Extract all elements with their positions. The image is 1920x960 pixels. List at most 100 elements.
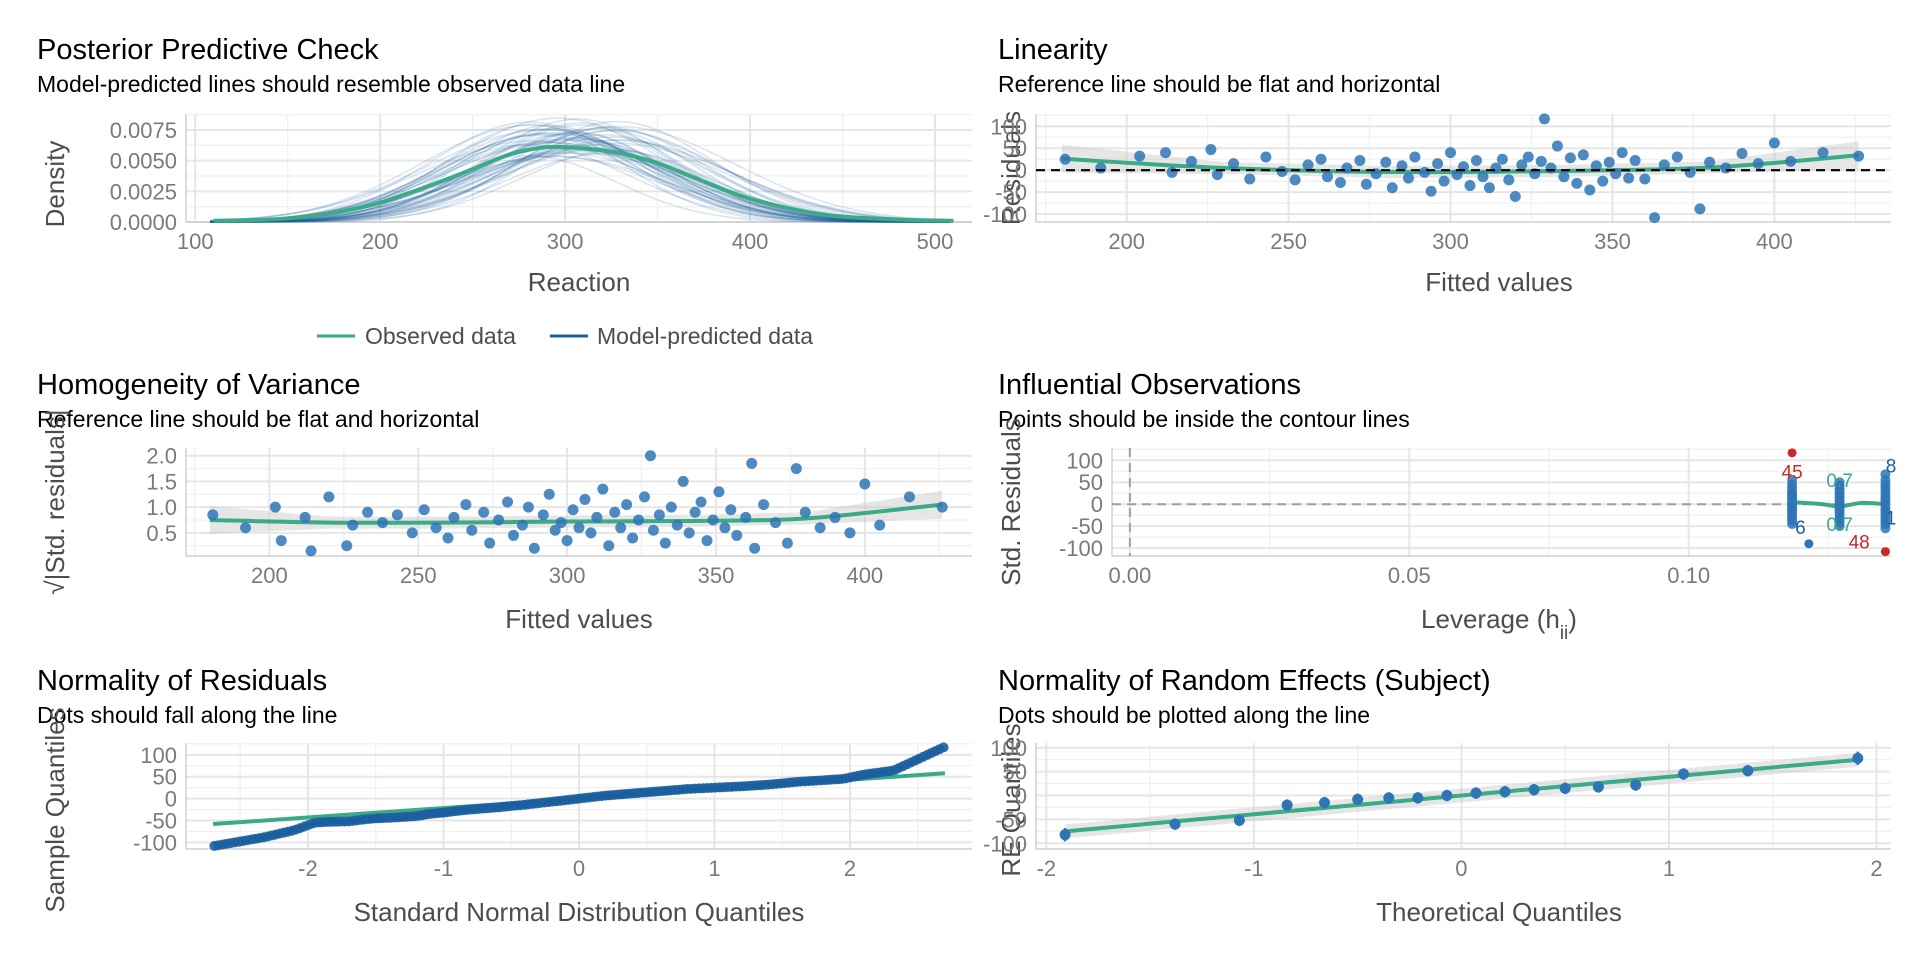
homogeneity-point xyxy=(508,529,519,541)
ppc-model-predicted-line xyxy=(210,132,950,223)
linearity-point xyxy=(1315,153,1327,165)
influential-point xyxy=(1880,469,1891,480)
ppc-model-predicted-line xyxy=(210,128,950,223)
influential-point xyxy=(1787,475,1798,486)
qq-random-effects-point xyxy=(1169,818,1181,830)
homogeneity-point xyxy=(615,522,627,534)
ppc-x-tick-label: 200 xyxy=(362,229,399,254)
influential-point-label: 48 xyxy=(1849,533,1870,554)
linearity-point xyxy=(1205,144,1217,156)
linearity-point xyxy=(1817,147,1829,159)
homogeneity-point xyxy=(597,483,609,495)
homogeneity-point xyxy=(829,511,841,523)
qq-residuals-x-axis-label: Standard Normal Distribution Quantiles xyxy=(354,897,805,927)
homogeneity-point xyxy=(460,499,472,511)
influential-x-tick-label: 0.10 xyxy=(1667,563,1710,588)
linearity-y-tick-label: -100 xyxy=(983,202,1027,227)
linearity-subtitle: Reference line should be flat and horizo… xyxy=(998,71,1440,97)
homogeneity-point xyxy=(633,514,645,526)
linearity-point xyxy=(1584,184,1596,196)
homogeneity-point xyxy=(418,504,430,516)
homogeneity-point xyxy=(647,524,659,536)
linearity-title: Linearity xyxy=(998,34,1108,66)
homogeneity-point xyxy=(814,522,826,534)
linearity-point xyxy=(1522,151,1534,163)
influential-title: Influential Observations xyxy=(998,369,1301,401)
influential-point-label: 6 xyxy=(1795,518,1806,539)
ppc-model-predicted-line xyxy=(210,151,950,223)
influential-subtitle: Points should be inside the contour line… xyxy=(998,406,1410,432)
homogeneity-point xyxy=(493,514,505,526)
influential-x-axis-label: Leverage (hii) xyxy=(1421,604,1577,644)
homogeneity-point xyxy=(695,496,707,508)
qq-random-effects-point xyxy=(1742,765,1754,777)
homogeneity-point xyxy=(639,491,650,503)
qq_residuals-x-tick-label: 0 xyxy=(573,856,585,881)
influential-x-tick-label: 0.05 xyxy=(1388,563,1431,588)
homogeneity-point xyxy=(689,506,701,518)
qq-random-effects-point xyxy=(1412,792,1424,804)
ppc-model-draws xyxy=(210,117,950,223)
linearity-point xyxy=(1694,203,1706,215)
ppc-model-predicted-line xyxy=(210,124,950,223)
leverage-label-close: ) xyxy=(1568,604,1577,634)
linearity-point xyxy=(1464,180,1476,192)
homogeneity-point xyxy=(644,450,656,462)
ppc-model-predicted-line xyxy=(210,121,950,223)
ppc-plot-area: 100 200 300 400 500 0.0000 0.0025 0.0050 0.0075 xyxy=(110,113,972,254)
influential-point-label: 0.7 xyxy=(1826,471,1852,492)
linearity-point xyxy=(1671,151,1683,163)
qq-random-effects-point xyxy=(1233,814,1245,826)
linearity-y-tick-label: 100 xyxy=(990,114,1027,139)
influential-y-tick-label: -100 xyxy=(1059,536,1103,561)
qq-random-effects-point xyxy=(1441,790,1453,802)
qq_random_effects-x-tick-label: -1 xyxy=(1244,856,1264,881)
homogeneity-plot-area: 200 250 300 350 400 0.51.01.52.0 xyxy=(146,444,972,588)
homogeneity-point xyxy=(731,529,743,541)
homogeneity-point xyxy=(543,488,555,500)
qq_residuals-y-tick-label: 50 xyxy=(153,765,177,790)
qq-random-effects-title: Normality of Random Effects (Subject) xyxy=(998,665,1491,697)
homogeneity-point xyxy=(362,506,374,518)
qq-random-effects-point xyxy=(1630,779,1642,791)
qq-random-effects-y-axis-label: RE Quantiles xyxy=(996,723,1026,876)
homogeneity-point xyxy=(406,527,418,539)
qq_random_effects-x-tick-label: 1 xyxy=(1663,856,1675,881)
homogeneity-point xyxy=(579,493,591,505)
homogeneity-x-tick-label: 300 xyxy=(549,563,586,588)
homogeneity-point xyxy=(430,522,442,534)
homogeneity-x-tick-label: 400 xyxy=(846,563,883,588)
linearity-point xyxy=(1535,155,1547,167)
homogeneity-point xyxy=(537,509,549,521)
homogeneity-point xyxy=(391,509,403,521)
homogeneity-point xyxy=(746,457,758,469)
homogeneity-y-tick-label: 1.5 xyxy=(146,469,177,494)
homogeneity-point xyxy=(621,499,633,511)
homogeneity-smooth-line xyxy=(209,502,943,525)
linearity-point xyxy=(1577,149,1589,161)
homogeneity-point xyxy=(516,519,528,531)
linearity-point xyxy=(1244,173,1256,185)
homogeneity-point xyxy=(677,475,689,487)
linearity-y-tick-label: -50 xyxy=(995,180,1027,205)
homogeneity-x-axis-label: Fitted values xyxy=(505,604,652,634)
ppc-model-predicted-line xyxy=(210,139,950,223)
linearity-point xyxy=(1704,156,1716,168)
qq-random-effects-point xyxy=(1383,792,1395,804)
homogeneity-point xyxy=(936,501,948,513)
linearity-point xyxy=(1853,150,1865,162)
influential-y-tick-label: 0 xyxy=(1091,492,1103,517)
linearity-y-tick-label: 0 xyxy=(1015,158,1027,183)
homogeneity-point xyxy=(478,506,490,518)
ppc-model-predicted-line xyxy=(210,129,950,223)
ppc-model-predicted-line xyxy=(210,120,950,223)
homogeneity-point xyxy=(603,540,615,552)
ppc-x-tick-label: 500 xyxy=(917,229,954,254)
homogeneity-point xyxy=(549,524,561,536)
qq-random-effects-subtitle: Dots should be plotted along the line xyxy=(998,702,1370,728)
linearity-point xyxy=(1503,174,1515,186)
homogeneity-point xyxy=(781,537,793,549)
linearity-point xyxy=(1166,166,1178,178)
